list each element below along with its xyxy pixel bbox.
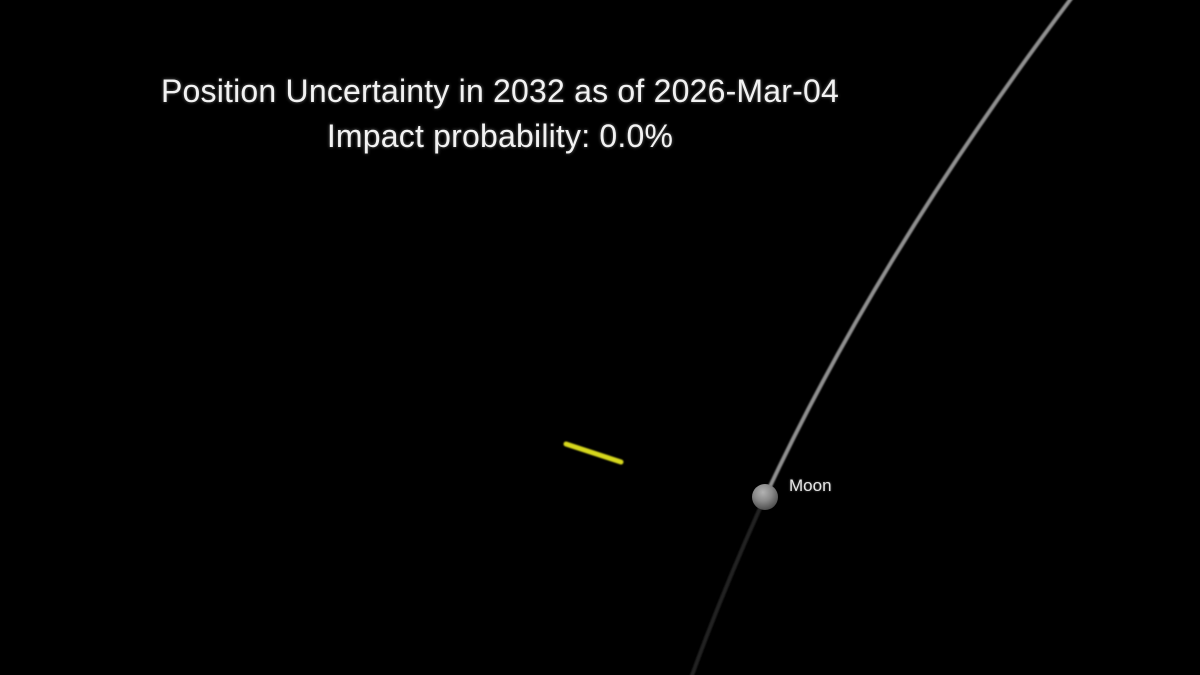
moon-label: Moon: [789, 476, 832, 495]
title-line-impact-probability: Impact probability: 0.0%: [326, 118, 674, 154]
title-line-position-uncertainty: Position Uncertainty in 2032 as of 2026-…: [160, 73, 839, 109]
chart-title: Position Uncertainty in 2032 as of 2026-…: [0, 69, 1000, 159]
moon-orbit-arc: [763, 0, 1073, 499]
uncertainty-ellipse: [563, 441, 624, 465]
moon-body: [752, 484, 778, 510]
moon-orbit-arc-shadow: [689, 495, 767, 675]
